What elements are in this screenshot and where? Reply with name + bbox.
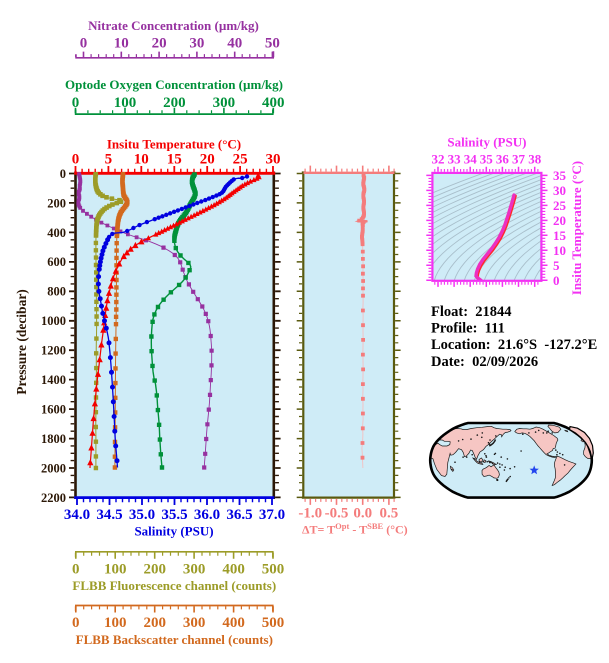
svg-text:0: 0 (72, 151, 80, 167)
svg-text:10: 10 (114, 36, 129, 52)
svg-text:400: 400 (222, 562, 245, 578)
svg-text:38: 38 (528, 151, 542, 166)
svg-text:1200: 1200 (41, 344, 66, 358)
svg-text:400: 400 (262, 95, 285, 111)
svg-text:15: 15 (167, 151, 182, 167)
svg-text:30: 30 (266, 151, 281, 167)
svg-text:800: 800 (47, 285, 66, 299)
svg-text:20: 20 (152, 36, 167, 52)
svg-text:36: 36 (496, 151, 510, 166)
svg-text:34: 34 (464, 151, 478, 166)
svg-text:Location: 21.6°S -127.2°E: Location: 21.6°S -127.2°E (431, 337, 597, 353)
svg-text:300: 300 (213, 95, 236, 111)
svg-text:2200: 2200 (41, 491, 66, 505)
svg-text:0: 0 (553, 273, 560, 288)
svg-text:Float: 21844: Float: 21844 (431, 304, 512, 320)
svg-text:Salinity (PSU): Salinity (PSU) (447, 134, 526, 149)
svg-text:20: 20 (553, 213, 566, 228)
svg-text:Profile: 111: Profile: 111 (431, 321, 505, 337)
svg-text:15: 15 (553, 228, 567, 243)
svg-text:Optode Oxygen Concentration (µ: Optode Oxygen Concentration (µm/kg) (65, 77, 283, 92)
svg-text:300: 300 (183, 562, 206, 578)
svg-text:400: 400 (222, 615, 245, 631)
svg-text:35.0: 35.0 (129, 507, 155, 523)
svg-text:33: 33 (448, 151, 462, 166)
svg-text:600: 600 (47, 255, 66, 269)
svg-text:35: 35 (480, 151, 494, 166)
svg-text:1800: 1800 (41, 432, 66, 446)
svg-text:25: 25 (553, 198, 567, 213)
svg-text:200: 200 (47, 196, 66, 210)
svg-text:-0.5: -0.5 (325, 506, 349, 522)
svg-text:100: 100 (104, 615, 127, 631)
svg-text:35.5: 35.5 (161, 507, 187, 523)
svg-text:35: 35 (553, 168, 567, 183)
svg-text:FLBB Fluorescence channel (cou: FLBB Fluorescence channel (counts) (72, 578, 276, 593)
svg-text:0: 0 (72, 562, 80, 578)
svg-text:Nitrate Concentration (µm/kg): Nitrate Concentration (µm/kg) (88, 18, 259, 33)
svg-text:36.5: 36.5 (226, 507, 252, 523)
svg-text:30: 30 (189, 36, 204, 52)
svg-text:5: 5 (553, 258, 560, 273)
svg-text:200: 200 (143, 615, 166, 631)
svg-text:Insitu Temperature (°C): Insitu Temperature (°C) (569, 161, 584, 295)
svg-text:50: 50 (265, 36, 280, 52)
svg-text:0.0: 0.0 (353, 506, 372, 522)
svg-text:20: 20 (200, 151, 215, 167)
svg-text:Pressure (decibar): Pressure (decibar) (14, 289, 29, 395)
svg-text:0: 0 (80, 36, 88, 52)
svg-text:-1.0: -1.0 (298, 506, 322, 522)
svg-text:0: 0 (60, 167, 66, 181)
svg-text:100: 100 (104, 562, 127, 578)
svg-text:0: 0 (72, 95, 80, 111)
svg-text:0.5: 0.5 (380, 506, 399, 522)
svg-text:37: 37 (512, 151, 526, 166)
svg-text:1600: 1600 (41, 403, 66, 417)
svg-text:10: 10 (553, 243, 566, 258)
svg-text:Date: 02/09/2026: Date: 02/09/2026 (431, 354, 538, 370)
svg-text:25: 25 (233, 151, 248, 167)
svg-text:Salinity (PSU): Salinity (PSU) (134, 524, 213, 539)
svg-text:10: 10 (134, 151, 149, 167)
svg-text:Insitu Temperature (°C): Insitu Temperature (°C) (107, 137, 241, 152)
svg-text:200: 200 (143, 562, 166, 578)
svg-text:36.0: 36.0 (194, 507, 220, 523)
svg-text:40: 40 (227, 36, 242, 52)
svg-text:300: 300 (183, 615, 206, 631)
svg-text:100: 100 (114, 95, 137, 111)
svg-text:ΔT= TOpt - TSBE (°C): ΔT= TOpt - TSBE (°C) (302, 521, 408, 537)
svg-text:500: 500 (262, 562, 285, 578)
svg-text:34.5: 34.5 (96, 507, 122, 523)
svg-text:400: 400 (47, 226, 66, 240)
svg-text:200: 200 (163, 95, 186, 111)
svg-text:5: 5 (105, 151, 113, 167)
svg-text:1000: 1000 (41, 314, 66, 328)
svg-text:32: 32 (432, 151, 445, 166)
svg-text:FLBB Backscatter channel (coun: FLBB Backscatter channel (counts) (76, 632, 273, 647)
svg-text:34.0: 34.0 (64, 507, 90, 523)
svg-text:30: 30 (553, 183, 566, 198)
svg-text:1400: 1400 (41, 373, 66, 387)
svg-text:2000: 2000 (41, 461, 66, 475)
svg-text:500: 500 (262, 615, 285, 631)
svg-text:37.0: 37.0 (259, 507, 285, 523)
svg-text:0: 0 (72, 615, 80, 631)
